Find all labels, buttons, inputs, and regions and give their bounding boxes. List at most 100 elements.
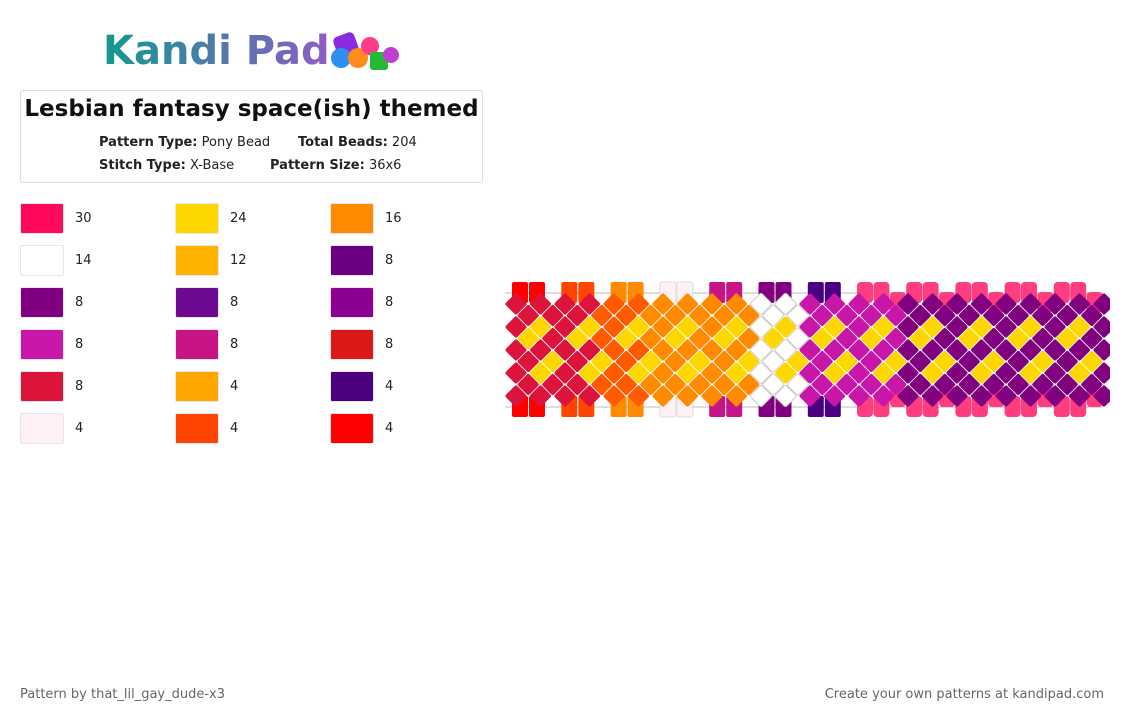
bead: [677, 339, 698, 361]
bead: [824, 362, 845, 384]
bead: [677, 362, 698, 384]
bead: [713, 351, 735, 372]
bead: [517, 351, 539, 372]
bead: [860, 305, 882, 326]
bead: [983, 374, 1005, 395]
bead: [786, 327, 809, 350]
bead: [505, 385, 527, 407]
bead: [505, 339, 527, 361]
value: 204: [391, 135, 417, 150]
bead: [1081, 374, 1103, 395]
value: 36x6: [368, 158, 402, 173]
bead-count: 8: [75, 379, 84, 394]
bead: [860, 374, 882, 395]
bead: [640, 328, 662, 349]
bead: [885, 328, 907, 349]
bead: [726, 339, 747, 361]
stitch-type: Stitch Type: X-Base: [99, 158, 234, 173]
bead-count: 12: [230, 253, 247, 268]
bead: [726, 316, 747, 338]
bead: [566, 328, 588, 349]
color-swatch: [330, 245, 374, 276]
bead: [701, 293, 723, 315]
bead: [591, 305, 613, 326]
bead: [517, 374, 539, 395]
bead: [897, 316, 919, 338]
bead-count: 4: [75, 421, 84, 436]
bead: [971, 362, 992, 384]
bead: [664, 305, 686, 326]
bead: [786, 304, 809, 327]
bead: [591, 374, 613, 395]
bead: [591, 328, 613, 349]
pattern-title: Lesbian fantasy space(ish) themed: [24, 96, 479, 122]
bead: [787, 351, 809, 372]
pattern-type: Pattern Type: Pony Bead: [99, 135, 270, 150]
bead: [1081, 328, 1103, 349]
color-swatch: [20, 245, 64, 276]
bead: [774, 339, 797, 361]
bead: [677, 293, 698, 315]
bead: [983, 351, 1005, 372]
bead: [603, 385, 625, 407]
bead: [786, 373, 809, 396]
bead: [554, 293, 576, 315]
color-swatch: [330, 287, 374, 318]
bead: [689, 351, 711, 372]
color-swatch: [175, 329, 219, 360]
bead: [774, 293, 797, 315]
bead: [664, 351, 686, 372]
color-swatch: [330, 203, 374, 234]
bead: [566, 305, 588, 326]
bead: [1093, 362, 1110, 384]
bead: [824, 316, 845, 338]
logo-bead: [331, 48, 351, 68]
bead: [677, 316, 698, 338]
bead: [1007, 351, 1029, 372]
bead-count: 16: [385, 211, 402, 226]
bead: [750, 316, 772, 338]
bead: [1069, 339, 1090, 361]
bead: [689, 305, 711, 326]
bead: [860, 351, 882, 372]
bead: [530, 293, 551, 315]
bead: [713, 374, 735, 395]
color-swatch: [175, 287, 219, 318]
bead: [701, 316, 723, 338]
bead: [566, 351, 588, 372]
bead: [1069, 385, 1090, 407]
bead: [848, 339, 870, 361]
bead: [1032, 328, 1054, 349]
bead: [946, 362, 968, 384]
bead: [652, 385, 674, 407]
bead: [1069, 316, 1090, 338]
bead: [750, 293, 772, 315]
bead: [1093, 339, 1110, 361]
bead: [922, 316, 943, 338]
bead: [1032, 305, 1054, 326]
bead: [958, 305, 980, 326]
bead-count: 8: [385, 295, 394, 310]
label: Total Beads:: [298, 135, 388, 150]
bead: [958, 351, 980, 372]
bead: [603, 339, 625, 361]
bead: [579, 385, 600, 407]
bead: [750, 339, 772, 361]
bead: [946, 316, 968, 338]
bead: [1081, 351, 1103, 372]
bead: [615, 374, 637, 395]
bead: [579, 293, 600, 315]
bead: [762, 328, 784, 349]
bead: [505, 316, 527, 338]
bead: [726, 385, 747, 407]
bead: [848, 385, 870, 407]
bead: [530, 362, 551, 384]
bead: [775, 316, 796, 338]
bead: [628, 362, 649, 384]
bead-count: 14: [75, 253, 92, 268]
bead: [615, 328, 637, 349]
bead: [995, 293, 1017, 315]
bead: [934, 351, 956, 372]
bead: [640, 374, 662, 395]
